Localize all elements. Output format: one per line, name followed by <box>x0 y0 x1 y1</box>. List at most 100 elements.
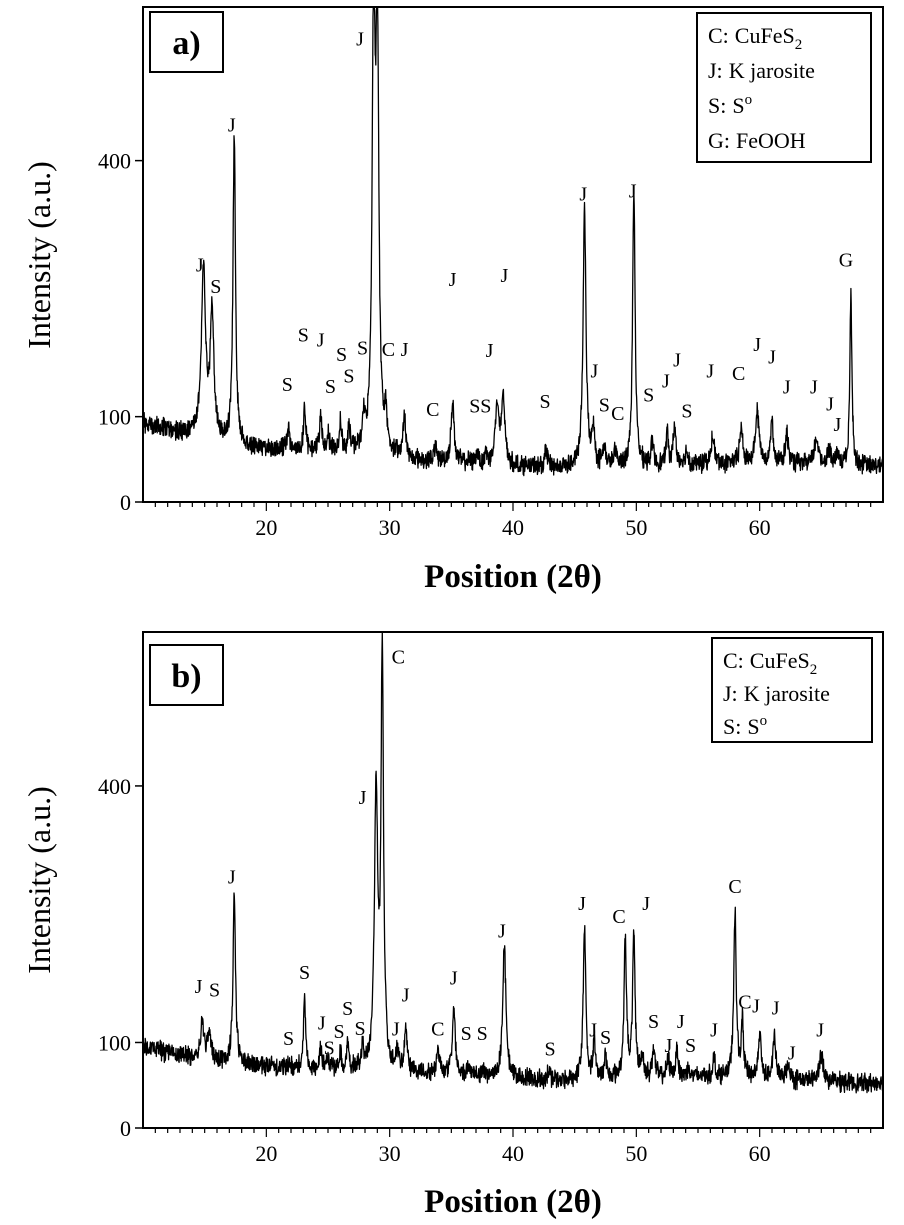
legend-code: S: <box>723 714 741 739</box>
x-axis-title: Position (2θ) <box>424 1184 602 1220</box>
peak-label: J <box>318 1013 326 1035</box>
legend-box <box>711 637 873 743</box>
panel-label: b) <box>171 658 201 695</box>
legend-entry: G: FeOOH <box>708 128 806 153</box>
x-tick-label: 40 <box>502 515 524 540</box>
peak-label: C <box>611 403 624 425</box>
y-axis-title: Intensity (a.u.) <box>21 161 57 349</box>
peak-label: S <box>643 384 654 406</box>
y-tick-label: 0 <box>120 490 131 515</box>
x-tick-label: 40 <box>502 1141 524 1166</box>
legend-code: S: <box>708 93 726 118</box>
peak-label: J <box>228 866 236 888</box>
peak-label: S <box>283 1028 294 1050</box>
peak-label: S <box>343 366 354 388</box>
legend-name: S <box>747 714 759 739</box>
peak-label: S <box>355 1018 366 1040</box>
peak-label: J <box>783 377 791 399</box>
peak-label: J <box>629 180 637 202</box>
peak-label: S <box>325 376 336 398</box>
peak-label: J <box>591 360 599 382</box>
legend-subscript: 2 <box>810 662 818 678</box>
peak-label: J <box>392 1019 400 1041</box>
peak-label: J <box>579 184 587 206</box>
y-tick-label: 400 <box>98 149 131 174</box>
legend-name: K jarosite <box>744 681 830 706</box>
peak-label: J <box>768 347 776 369</box>
peak-label: J <box>753 334 761 356</box>
legend-superscript: o <box>760 713 768 729</box>
peak-label: J <box>195 976 203 998</box>
legend-code: G: <box>708 128 730 153</box>
legend-entry: J: K jarosite <box>723 681 830 706</box>
panel-a: 20 30 40 50 60 0 100 400 Position (2θ) Intensity … <box>21 6 884 595</box>
peak-label: C <box>392 647 405 669</box>
peak-label: S <box>461 1023 472 1045</box>
y-axis-title: Intensity (a.u.) <box>21 786 57 974</box>
peak-label: S <box>540 391 551 413</box>
xrd-pattern-line <box>142 6 884 477</box>
peak-label: C <box>738 991 751 1013</box>
peak-label: C <box>382 339 395 361</box>
peak-label: S <box>282 374 293 396</box>
peak-label: S <box>324 1037 335 1059</box>
legend-code: C: <box>708 23 729 48</box>
peak-label: J <box>589 1019 597 1041</box>
x-tick-label: 30 <box>379 1141 401 1166</box>
peak-label: J <box>317 330 325 352</box>
peak-label: C <box>426 399 439 421</box>
peak-label: J <box>196 255 204 277</box>
peak-label: S <box>648 1011 659 1033</box>
peak-label: J <box>772 997 780 1019</box>
peak-label: S <box>685 1035 696 1057</box>
peak-label: S <box>210 276 221 298</box>
peak-label: J <box>710 1019 718 1041</box>
legend-code: C: <box>723 648 744 673</box>
peak-label: S <box>480 395 491 417</box>
peak-label: J <box>356 28 364 50</box>
peak-label: J <box>498 920 506 942</box>
x-tick-label: 60 <box>749 515 771 540</box>
peak-label: G <box>839 249 853 271</box>
peak-label: J <box>486 340 494 362</box>
panel-label-box <box>149 644 224 706</box>
peak-label: J <box>752 996 760 1018</box>
peak-label: J <box>673 349 681 371</box>
y-tick-label: 100 <box>98 405 131 430</box>
legend-entry: S: So <box>723 713 767 739</box>
legend-code: J: <box>723 681 738 706</box>
peak-label: C <box>732 363 745 385</box>
peak-label: S <box>334 1021 345 1043</box>
y-tick-label: 0 <box>120 1116 131 1141</box>
y-tick-label: 100 <box>98 1030 131 1055</box>
peak-label: S <box>336 344 347 366</box>
peak-label: J <box>401 339 409 361</box>
x-axis-title: Position (2θ) <box>424 559 602 595</box>
peak-label: J <box>402 984 410 1006</box>
peak-label: J <box>359 787 367 809</box>
peak-label: J <box>810 377 818 399</box>
peak-label: S <box>298 325 309 347</box>
peak-label: C <box>612 906 625 928</box>
peak-label: S <box>544 1038 555 1060</box>
legend-name: K jarosite <box>729 58 815 83</box>
peak-label: J <box>449 269 457 291</box>
y-tick-label: 400 <box>98 774 131 799</box>
legend-entry: S: So <box>708 92 752 118</box>
legend-entry: J: K jarosite <box>708 58 815 83</box>
x-tick-label: 50 <box>625 1141 647 1166</box>
panel-label: a) <box>172 25 200 62</box>
legend-name: FeOOH <box>736 128 806 153</box>
legend-subscript: 2 <box>795 37 803 53</box>
legend-code: J: <box>708 58 723 83</box>
peak-label: C <box>728 876 741 898</box>
peak-label: J <box>500 265 508 287</box>
panel-label-box <box>149 11 224 73</box>
peak-label: S <box>477 1023 488 1045</box>
peak-label: J <box>662 371 670 393</box>
peak-label: S <box>209 979 220 1001</box>
peak-label: J <box>706 360 714 382</box>
peak-label: C <box>431 1019 444 1041</box>
